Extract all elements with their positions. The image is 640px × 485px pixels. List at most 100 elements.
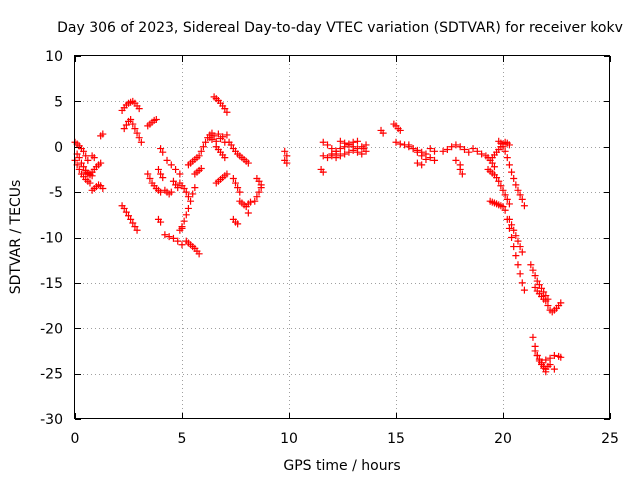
- y-tick-label: -25: [40, 367, 63, 383]
- series-seg20: [176, 179, 192, 201]
- series-seg28: [206, 130, 231, 146]
- data-point: [527, 261, 535, 269]
- series-seg19: [169, 177, 182, 192]
- data-point: [341, 150, 349, 158]
- data-point: [129, 120, 137, 128]
- series-seg39: [281, 147, 291, 160]
- data-point: [202, 138, 210, 146]
- data-point: [499, 186, 507, 194]
- series-seg69: [553, 299, 565, 312]
- data-point: [180, 217, 188, 225]
- data-point: [319, 168, 327, 176]
- data-point: [505, 161, 513, 169]
- data-point: [246, 198, 254, 206]
- data-point: [478, 150, 486, 158]
- data-point: [501, 191, 509, 199]
- x-tick-label: 25: [601, 431, 619, 447]
- data-point: [77, 159, 85, 167]
- x-tick-label: 10: [280, 431, 298, 447]
- data-point: [135, 105, 143, 113]
- series-seg15: [157, 145, 167, 156]
- data-point: [169, 234, 177, 242]
- data-point: [456, 143, 464, 151]
- data-point: [497, 182, 505, 190]
- x-axis-label: GPS time / hours: [283, 458, 400, 474]
- data-point: [546, 361, 554, 369]
- data-point: [137, 138, 145, 146]
- data-point: [159, 148, 167, 156]
- data-point: [413, 148, 421, 156]
- data-point: [319, 138, 327, 146]
- data-point: [499, 203, 507, 211]
- data-point: [422, 155, 430, 163]
- data-point: [508, 234, 516, 241]
- series-seg18: [163, 156, 184, 178]
- data-point: [508, 221, 516, 229]
- series-seg57: [456, 165, 466, 178]
- series-seg53: [426, 145, 439, 155]
- data-point: [180, 184, 188, 192]
- data-point: [214, 130, 222, 138]
- data-point: [396, 140, 404, 148]
- data-point: [497, 139, 505, 147]
- data-point: [503, 154, 511, 162]
- data-point: [546, 354, 554, 362]
- data-point: [174, 184, 182, 192]
- data-point: [514, 237, 522, 245]
- data-point: [253, 193, 261, 201]
- data-point: [533, 351, 541, 359]
- data-point: [362, 141, 370, 149]
- data-point: [465, 148, 473, 156]
- data-point: [540, 288, 548, 296]
- data-point: [456, 165, 464, 173]
- y-tick-label: -30: [40, 412, 63, 428]
- data-point: [341, 139, 349, 147]
- data-point: [133, 129, 141, 137]
- data-point: [90, 154, 98, 162]
- data-point: [319, 152, 327, 160]
- series-seg73: [546, 351, 565, 362]
- data-point: [122, 121, 130, 129]
- data-point: [257, 181, 265, 189]
- series-seg51: [405, 141, 430, 163]
- data-point: [379, 129, 387, 137]
- series-seg24: [184, 152, 203, 169]
- series-seg30: [212, 143, 229, 162]
- data-point: [505, 224, 513, 232]
- series-seg40: [281, 156, 291, 167]
- data-point: [431, 156, 439, 164]
- series-seg06: [88, 152, 98, 162]
- y-tick-label: -15: [40, 276, 63, 292]
- series-seg22: [182, 237, 203, 258]
- data-point: [473, 147, 481, 155]
- series-seg37: [251, 184, 265, 205]
- data-point: [362, 147, 370, 155]
- data-point: [163, 156, 171, 164]
- data-point: [75, 165, 83, 173]
- data-point: [167, 161, 175, 169]
- series-seg04: [82, 159, 105, 178]
- data-point: [146, 175, 154, 183]
- data-point: [324, 141, 332, 149]
- data-point: [133, 226, 141, 234]
- series-seg10: [118, 202, 141, 234]
- y-tick-label: 0: [54, 140, 63, 156]
- data-point: [508, 168, 516, 176]
- x-tick-label: 20: [494, 431, 512, 447]
- data-point: [538, 359, 546, 367]
- series-seg35: [236, 197, 254, 211]
- data-point: [197, 165, 205, 173]
- data-point: [219, 133, 227, 141]
- data-point: [244, 209, 252, 217]
- data-point: [550, 365, 558, 373]
- data-point: [281, 147, 289, 155]
- series-seg55: [439, 141, 473, 156]
- data-point: [332, 147, 340, 155]
- data-point: [232, 179, 239, 187]
- data-point: [82, 152, 90, 160]
- series-seg60: [484, 165, 513, 208]
- data-point: [336, 137, 344, 145]
- data-point: [533, 277, 541, 285]
- data-point: [336, 145, 344, 153]
- data-point: [131, 125, 139, 133]
